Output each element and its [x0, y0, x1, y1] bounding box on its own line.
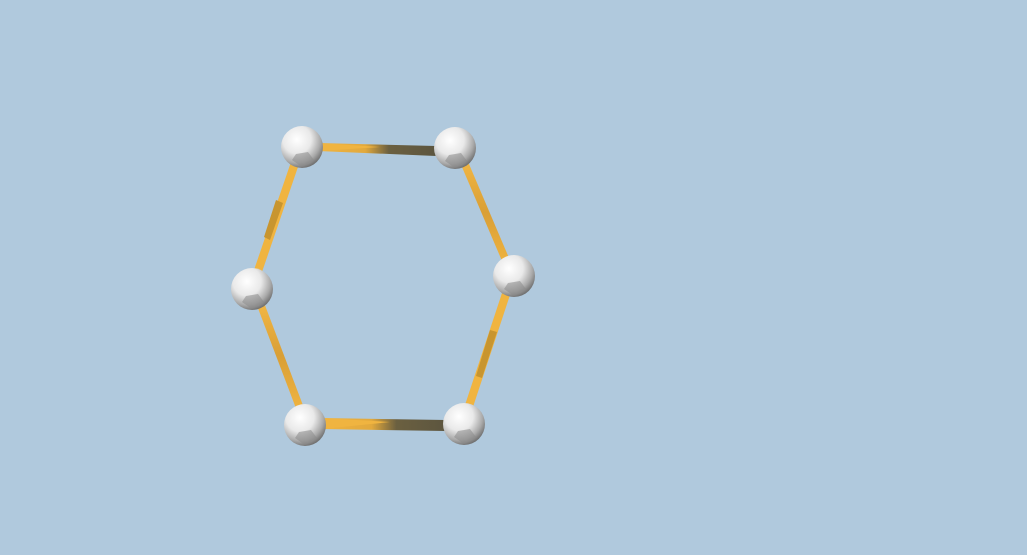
bond-left-lower — [256, 300, 304, 411]
bond-top-left-shade — [264, 200, 283, 240]
atom-2[interactable] — [434, 127, 476, 169]
atom-3[interactable] — [493, 255, 535, 297]
atom-6[interactable] — [443, 403, 485, 445]
atom-4[interactable] — [231, 268, 273, 310]
bond-bottom-twist — [322, 418, 390, 429]
atoms — [231, 126, 535, 446]
bond-top-twist — [318, 143, 380, 151]
bond-right-lower-shade — [476, 330, 497, 378]
atom-1[interactable] — [281, 126, 323, 168]
bonds — [254, 143, 512, 431]
bond-top-right — [459, 157, 512, 268]
atom-5[interactable] — [284, 404, 326, 446]
